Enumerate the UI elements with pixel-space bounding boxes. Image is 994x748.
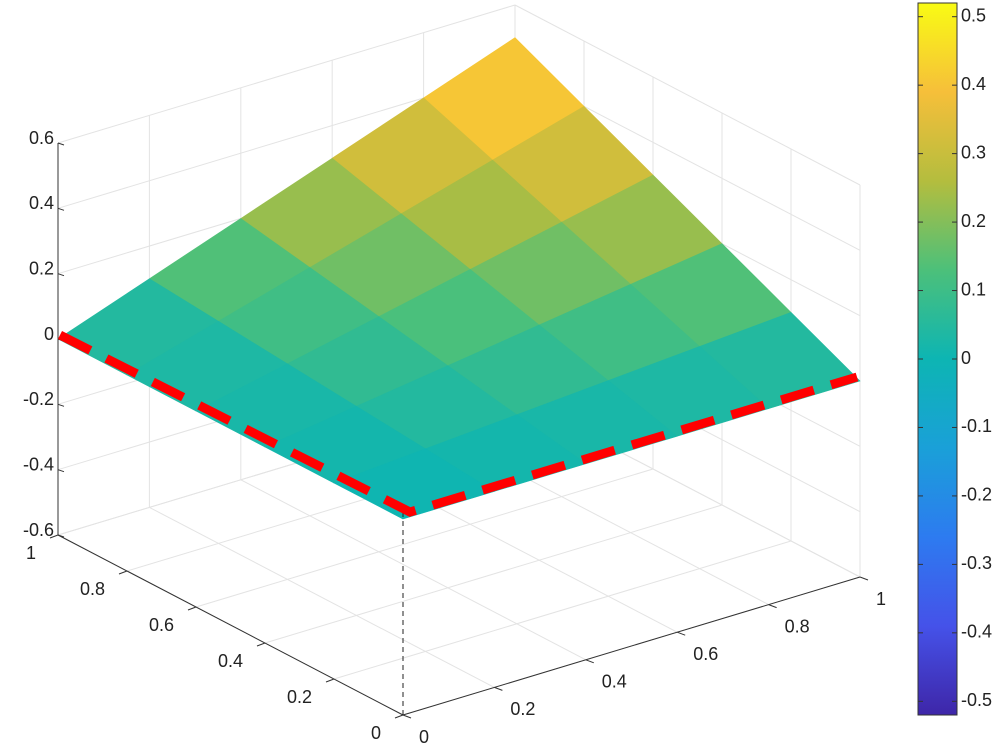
tick-mark	[57, 403, 65, 407]
z-tick-label: 0	[44, 324, 54, 344]
z-tick-label: 0.4	[29, 193, 54, 213]
tick-mark	[677, 631, 686, 636]
colorbar-tick-label: 0.5	[961, 5, 986, 25]
grid-line	[264, 504, 723, 644]
z-tick-label: 0.2	[29, 258, 54, 278]
colorbar-tick-label: -0.4	[961, 622, 992, 642]
y-tick-label: 0.2	[287, 687, 312, 707]
colorbar-tick-label: -0.5	[961, 690, 992, 710]
y-tick-label: 1	[26, 543, 36, 563]
tick-mark	[394, 714, 404, 719]
grid-line	[149, 506, 495, 688]
colorbar-tick-label: 0.3	[961, 142, 986, 162]
y-tick-label: 0	[371, 723, 381, 743]
grid-line	[240, 479, 587, 661]
x-tick-label: 0.2	[510, 699, 535, 719]
tick-mark	[187, 606, 197, 611]
tick-mark	[57, 534, 65, 538]
colorbar-tick-label: 0.1	[961, 279, 986, 299]
y-tick-label: 0.4	[218, 651, 243, 671]
x-tick-label: 0.6	[693, 644, 718, 664]
y-tick-label: 0.8	[80, 579, 105, 599]
y-tick-label: 0.6	[149, 615, 174, 635]
colorbar-tick-label: -0.2	[961, 485, 992, 505]
z-tick-label: 0.6	[29, 128, 54, 148]
x-tick-label: 1	[876, 589, 886, 609]
colorbar-tick-label: -0.3	[961, 553, 992, 573]
grid-line	[57, 4, 516, 144]
tick-mark	[768, 604, 777, 609]
tick-mark	[859, 576, 869, 581]
tick-mark	[585, 659, 594, 664]
axis-line	[57, 534, 404, 716]
grid-line	[514, 4, 861, 186]
x-tick-label: 0	[419, 727, 429, 747]
grid-line	[333, 540, 792, 680]
colorbar-tick-label: 0	[961, 348, 971, 368]
tick-mark	[402, 714, 412, 719]
tick-mark	[118, 570, 128, 575]
z-tick-label: -0.4	[23, 454, 54, 474]
tick-mark	[49, 534, 59, 539]
x-tick-label: 0.8	[785, 616, 810, 636]
grid-line	[195, 468, 654, 608]
z-tick-label: -0.6	[23, 520, 54, 540]
axis-line	[402, 576, 861, 716]
surface	[57, 37, 861, 520]
tick-mark	[57, 469, 65, 473]
z-tick-label: -0.2	[23, 389, 54, 409]
tick-mark	[494, 686, 503, 691]
tick-mark	[57, 273, 65, 277]
x-tick-label: 0.4	[602, 672, 627, 692]
overlay: -0.6 -0.4 -0.2 0 0.2 0.4 0.6 0 0.2 0.4 0.6 0.8 1 0 0.2…	[23, 2, 992, 747]
colorbar-tick-label: 0.2	[961, 211, 986, 231]
colorbar	[917, 2, 958, 716]
tick-mark	[325, 678, 335, 683]
highlight-outline	[57, 330, 859, 517]
tick-mark	[256, 642, 266, 647]
tick-mark	[57, 207, 65, 211]
colorbar-tick-label: -0.1	[961, 416, 992, 436]
colorbar-tick-label: 0.4	[961, 74, 986, 94]
tick-mark	[57, 142, 65, 146]
